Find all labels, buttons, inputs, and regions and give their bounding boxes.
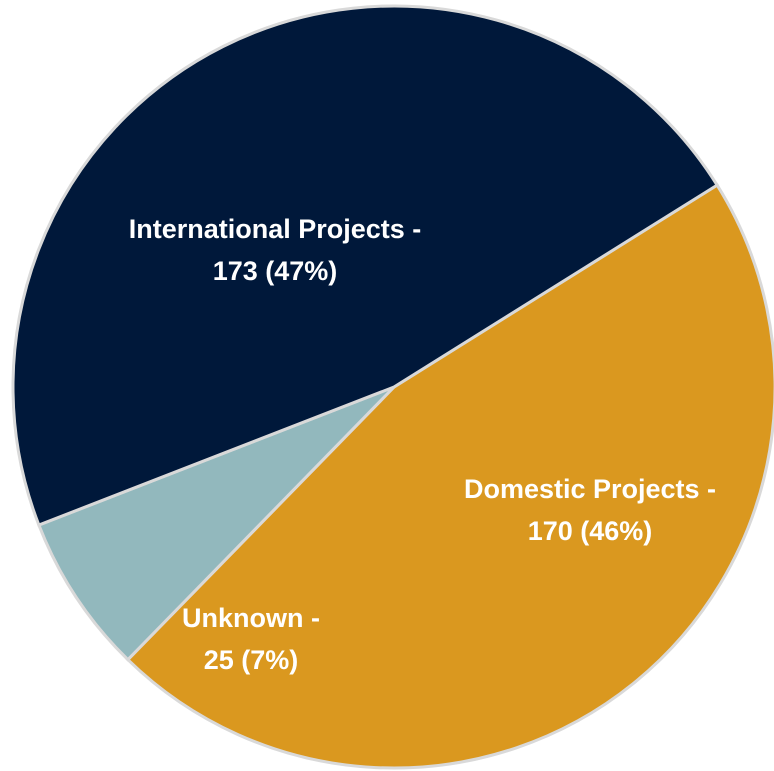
pie-slice-international-projects [11,4,720,527]
pie-label-unknown-line2: 25 (7%) [204,645,299,675]
slices-layer [11,4,774,770]
pie-slice-domestic-projects [125,183,774,770]
pie-label-domestic-projects-line1: Domestic Projects - [464,474,716,504]
labels-layer: Domestic Projects - 170 (46%) Unknown - 25 … [129,214,716,675]
pie-label-domestic-projects-line2: 170 (46%) [528,516,653,546]
pie-label-international-projects-line2: 173 (47%) [213,256,338,286]
pie-label-unknown-line1: Unknown - [182,603,320,633]
pie-label-international-projects-line1: International Projects - [129,214,422,244]
pie-slice-unknown [36,385,396,662]
